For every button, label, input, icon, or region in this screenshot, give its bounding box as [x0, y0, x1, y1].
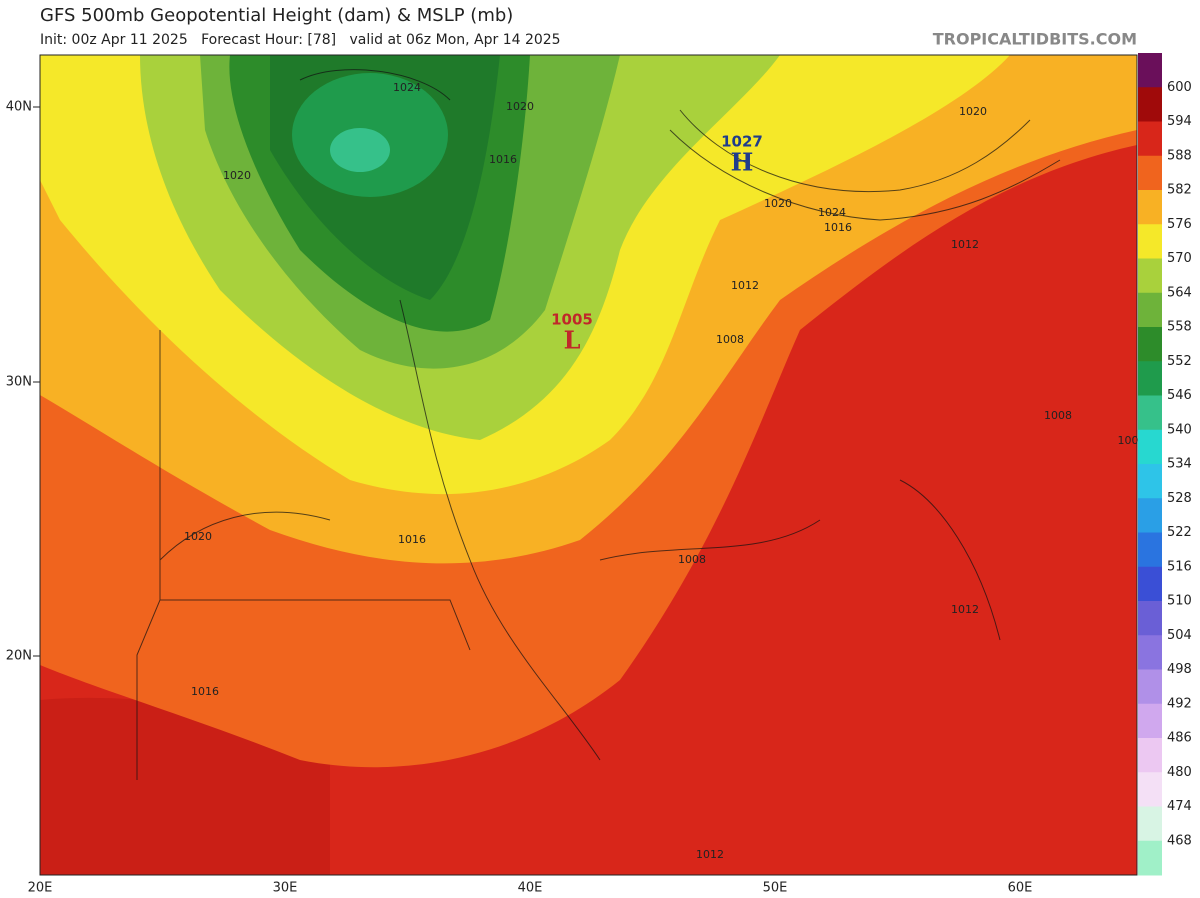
colorbar-segment — [1138, 498, 1162, 533]
colorbar-label: 474 — [1167, 799, 1192, 814]
contour-label: 1008 — [1044, 409, 1072, 422]
band — [330, 128, 390, 172]
contour-label: 100 — [1118, 434, 1139, 447]
colorbar-segment — [1138, 327, 1162, 362]
contour-label: 1016 — [398, 533, 426, 546]
contours — [136, 69, 1061, 780]
lat-label: 20N — [6, 649, 32, 664]
colorbar-label: 504 — [1167, 628, 1192, 643]
contour-label: 1008 — [716, 333, 744, 346]
colorbar-segment — [1138, 121, 1162, 157]
colorbar-label: 594 — [1167, 114, 1192, 129]
colorbar-label: 528 — [1167, 491, 1192, 506]
lon-label: 30E — [273, 881, 298, 896]
colorbar-label: 558 — [1167, 320, 1192, 335]
contour-label: 1020 — [764, 197, 792, 210]
lat-label: 30N — [6, 375, 32, 390]
colorbar-label: 534 — [1167, 457, 1192, 472]
colorbar-label: 486 — [1167, 731, 1192, 746]
colorbar-segment — [1138, 87, 1162, 122]
contour-label: 1012 — [696, 848, 724, 861]
map-area — [40, 55, 1137, 875]
colorbar-label: 540 — [1167, 422, 1192, 437]
lat-label: 40N — [6, 100, 32, 115]
colorbar-segment — [1138, 566, 1162, 602]
colorbar-segment — [1138, 224, 1162, 259]
colorbar-segment — [1138, 669, 1162, 705]
colorbar-segment — [1138, 738, 1162, 773]
lon-label: 60E — [1008, 881, 1033, 896]
colorbar-label: 516 — [1167, 559, 1192, 574]
pressure-symbol: H — [731, 148, 754, 177]
pressure-value: 1027 — [721, 133, 763, 151]
colorbar-label: 522 — [1167, 525, 1192, 540]
contour-label: 1012 — [951, 238, 979, 251]
colorbar-segment — [1138, 53, 1162, 88]
colorbar-segment — [1138, 258, 1162, 294]
colorbar-label: 600 — [1167, 80, 1192, 95]
colorbar-segment — [1138, 806, 1162, 842]
colorbar-label: 552 — [1167, 354, 1192, 369]
lon-label: 40E — [518, 881, 543, 896]
contour-label: 1012 — [951, 603, 979, 616]
colorbar-label: 498 — [1167, 662, 1192, 677]
contour-label: 1024 — [393, 81, 421, 94]
lon-label: 50E — [763, 881, 788, 896]
pressure-symbol: L — [564, 326, 581, 355]
contour-label: 1012 — [731, 279, 759, 292]
colorbar-label: 570 — [1167, 251, 1192, 266]
colorbar-label: 576 — [1167, 217, 1192, 232]
subtitle: Init: 00z Apr 11 2025 Forecast Hour: [78… — [40, 32, 561, 48]
map-frame — [39, 54, 1138, 876]
contour-label: 1020 — [959, 105, 987, 118]
colorbar-segment — [1138, 361, 1162, 396]
colorbar-segment — [1138, 532, 1162, 568]
colorbar-segment — [1138, 190, 1162, 225]
colorbar-label: 510 — [1167, 594, 1192, 609]
site-credit: TROPICALTIDBITS.COM — [933, 30, 1137, 49]
colorbar-label: 582 — [1167, 183, 1192, 198]
colorbar-segment — [1138, 429, 1162, 465]
contour-label: 1020 — [223, 169, 251, 182]
colorbar-segment — [1138, 464, 1162, 499]
colorbar-label: 564 — [1167, 285, 1192, 300]
colorbar-segment — [1138, 601, 1162, 636]
colorbar-label: 492 — [1167, 696, 1192, 711]
colorbar-label: 546 — [1167, 388, 1192, 403]
colorbar-segment — [1138, 292, 1162, 328]
contour-label: 1016 — [489, 153, 517, 166]
colorbar-label: 468 — [1167, 833, 1192, 848]
colorbar-label: 588 — [1167, 148, 1192, 163]
colorbar-segment — [1138, 703, 1162, 739]
contour-label: 1020 — [506, 100, 534, 113]
colorbar-segment — [1138, 635, 1162, 670]
lon-label: 20E — [28, 881, 53, 896]
colorbar-segment — [1138, 840, 1162, 876]
pressure-value: 1005 — [551, 311, 593, 329]
contour-label: 1024 — [818, 206, 846, 219]
colorbar-segment — [1138, 155, 1162, 191]
title: GFS 500mb Geopotential Height (dam) & MS… — [40, 5, 513, 26]
contour-label: 1008 — [678, 553, 706, 566]
contour-label: 1020 — [184, 530, 212, 543]
contour-label: 1016 — [824, 221, 852, 234]
colorbar-segment — [1138, 772, 1162, 807]
colorbar-label: 480 — [1167, 765, 1192, 780]
contour-label: 1016 — [191, 685, 219, 698]
colorbar-segment — [1138, 395, 1162, 431]
